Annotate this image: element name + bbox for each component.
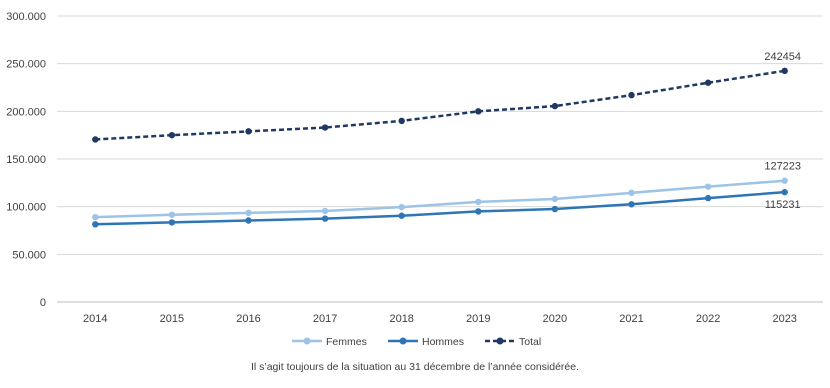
data-label-femmes-2023: 127223 (764, 161, 801, 173)
data-point-total (475, 108, 482, 115)
data-point-femmes (781, 177, 788, 184)
y-tick-label: 100.000 (6, 202, 46, 214)
y-tick-label: 250.000 (6, 59, 46, 71)
data-point-hommes (781, 188, 788, 196)
data-point-femmes (475, 198, 482, 206)
data-point-hommes (168, 219, 176, 226)
data-point-total (704, 79, 712, 86)
data-point-femmes (704, 183, 712, 190)
x-tick-label: 2019 (466, 313, 490, 325)
data-point-total (628, 91, 635, 99)
gridlines (57, 15, 823, 303)
x-axis-ticks: 2014 2015 2016 2017 2018 2019 2020 2021 2022 2023 (83, 313, 797, 325)
y-tick-label: 50.000 (12, 249, 46, 261)
data-point-femmes (398, 203, 405, 211)
chart-caption: Il s’agit toujours de la situation au 31… (250, 361, 580, 373)
x-tick-label: 2016 (236, 313, 260, 325)
x-tick-label: 2020 (543, 313, 567, 325)
data-point-femmes (551, 195, 559, 203)
data-point-total (781, 67, 788, 75)
data-label-hommes-2023: 115231 (765, 199, 801, 211)
data-point-total (398, 117, 405, 125)
y-tick-label: 0 (40, 297, 46, 309)
x-tick-label: 2014 (83, 313, 107, 325)
data-point-hommes (628, 201, 635, 208)
y-tick-label: 150.000 (6, 154, 46, 166)
series-line-total (95, 69, 785, 141)
x-tick-label: 2023 (772, 313, 796, 325)
data-point-femmes (168, 211, 176, 218)
legend: Femmes Hommes Total (292, 336, 541, 348)
legend-label-total: Total (519, 336, 541, 348)
y-axis-ticks: 0 50.000 100.000 150.000 200.000 250.000 300.0… (6, 11, 46, 309)
data-point-hommes (321, 215, 329, 222)
x-tick-label: 2015 (160, 313, 184, 325)
legend-label-femmes: Femmes (326, 336, 367, 348)
y-tick-label: 200.000 (6, 106, 46, 118)
data-point-femmes (92, 213, 99, 221)
x-tick-label: 2018 (389, 313, 413, 325)
x-tick-label: 2017 (313, 313, 337, 325)
data-point-total (551, 102, 559, 110)
x-tick-label: 2022 (696, 313, 720, 325)
data-point-total (168, 131, 176, 139)
y-tick-label: 300.000 (6, 11, 46, 23)
data-point-hommes (475, 208, 482, 215)
data-point-total (245, 128, 252, 135)
series-line-hommes (95, 190, 785, 226)
data-point-total (92, 136, 99, 143)
data-point-hommes (704, 194, 712, 202)
data-point-total (321, 124, 329, 131)
data-point-femmes (321, 207, 329, 215)
data-point-hommes (398, 212, 405, 219)
data-label-total-2023: 242454 (764, 51, 801, 63)
data-point-femmes (245, 209, 252, 217)
data-point-hommes (92, 221, 99, 228)
legend-item-femmes: Femmes (292, 336, 367, 348)
series-lines (92, 67, 788, 228)
x-tick-label: 2021 (619, 313, 643, 325)
legend-item-hommes: Hommes (388, 336, 464, 348)
data-point-femmes (628, 189, 635, 197)
legend-label-hommes: Hommes (422, 336, 464, 348)
data-point-hommes (245, 217, 252, 224)
legend-item-total: Total (485, 336, 541, 348)
data-labels: 242454 127223 115231 (764, 51, 801, 211)
series-line-femmes (95, 179, 785, 219)
data-point-hommes (551, 205, 559, 213)
